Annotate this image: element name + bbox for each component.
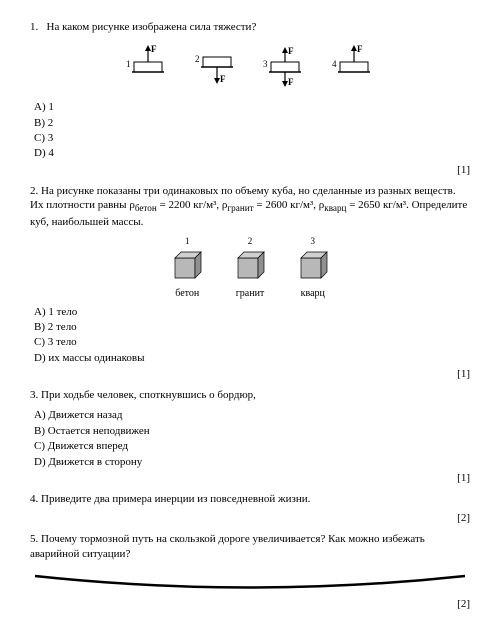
svg-text:1: 1 bbox=[126, 59, 131, 69]
q1-text: 1. На каком рисунке изображена сила тяже… bbox=[30, 20, 470, 34]
q2-opt-c: C) 3 тело bbox=[34, 335, 470, 350]
question-5: 5. Почему тормозной путь на скользкой до… bbox=[30, 532, 470, 561]
force-fig-4: 4 F⃗ bbox=[328, 42, 378, 92]
question-1: 1. На каком рисунке изображена сила тяже… bbox=[30, 20, 470, 176]
q2-opt-b: B) 2 тело bbox=[34, 320, 470, 335]
q5-mark: [2] bbox=[30, 598, 470, 610]
q2-options: A) 1 тело B) 2 тело C) 3 тело D) их масс… bbox=[34, 305, 470, 367]
q3-opt-b: B) Остается неподвижен bbox=[34, 424, 470, 439]
q4-num: 4. bbox=[30, 493, 38, 505]
cube-icon bbox=[230, 246, 270, 286]
cube-icon bbox=[167, 246, 207, 286]
q3-num: 3. bbox=[30, 389, 38, 401]
svg-text:3: 3 bbox=[263, 59, 268, 69]
q5-body: Почему тормозной путь на скользкой дорог… bbox=[30, 533, 425, 559]
svg-text:4: 4 bbox=[332, 59, 337, 69]
svg-text:2: 2 bbox=[195, 54, 200, 64]
cube-2: 2 гранит bbox=[230, 236, 270, 299]
q1-num: 1. bbox=[30, 21, 38, 33]
q3-opt-c: C) Движется вперед bbox=[34, 439, 470, 454]
q1-mark: [1] bbox=[30, 164, 470, 176]
q4-mark: [2] bbox=[30, 512, 470, 524]
q3-body: При ходьбе человек, споткнувшись о бордю… bbox=[41, 389, 256, 401]
q1-figures: 1 F⃗ 2 F⃗ 3 bbox=[30, 42, 470, 92]
cube-icon bbox=[293, 246, 333, 286]
q1-opt-d: D) 4 bbox=[34, 146, 470, 161]
q3-mark: [1] bbox=[30, 472, 470, 484]
q2-cubes: 1 бетон 2 гранит 3 кварц bbox=[30, 236, 470, 299]
q3-options: A) Движется назад B) Остается неподвижен… bbox=[34, 408, 470, 470]
force-fig-2: 2 F⃗ bbox=[191, 42, 241, 92]
svg-text:F⃗: F⃗ bbox=[288, 77, 301, 87]
cube-1: 1 бетон bbox=[167, 236, 207, 299]
question-3: 3. При ходьбе человек, споткнувшись о бо… bbox=[30, 388, 470, 484]
question-2: 2. На рисунке показаны три одинаковых по… bbox=[30, 184, 470, 380]
q3-opt-a: A) Движется назад bbox=[34, 408, 470, 423]
bottom-curve bbox=[30, 571, 470, 596]
q3-opt-d: D) Движется в сторону bbox=[34, 455, 470, 470]
q4-text: 4. Приведите два примера инерции из повс… bbox=[30, 492, 470, 506]
q1-opt-b: B) 2 bbox=[34, 116, 470, 131]
q2-opt-a: A) 1 тело bbox=[34, 305, 470, 320]
q2-text: 2. На рисунке показаны три одинаковых по… bbox=[30, 184, 470, 230]
cube-3: 3 кварц bbox=[293, 236, 333, 299]
svg-text:F⃗: F⃗ bbox=[220, 74, 233, 84]
q1-options: A) 1 B) 2 C) 3 D) 4 bbox=[34, 100, 470, 162]
q1-opt-c: C) 3 bbox=[34, 131, 470, 146]
svg-text:F⃗: F⃗ bbox=[288, 46, 301, 56]
svg-text:F⃗: F⃗ bbox=[357, 44, 370, 54]
q1-body: На каком рисунке изображена сила тяжести… bbox=[47, 21, 257, 33]
q3-text: 3. При ходьбе человек, споткнувшись о бо… bbox=[30, 388, 470, 402]
q5-text: 5. Почему тормозной путь на скользкой до… bbox=[30, 532, 470, 561]
force-fig-3: 3 F⃗ F⃗ bbox=[259, 42, 309, 92]
question-4: 4. Приведите два примера инерции из повс… bbox=[30, 492, 470, 524]
svg-text:F⃗: F⃗ bbox=[151, 44, 164, 54]
q2-num: 2. bbox=[30, 185, 38, 197]
q5-num: 5. bbox=[30, 533, 38, 545]
q4-body: Приведите два примера инерции из повседн… bbox=[41, 493, 310, 505]
q2-mark: [1] bbox=[30, 368, 470, 380]
q1-opt-a: A) 1 bbox=[34, 100, 470, 115]
force-fig-1: 1 F⃗ bbox=[122, 42, 172, 92]
q2-opt-d: D) их массы одинаковы bbox=[34, 351, 470, 366]
